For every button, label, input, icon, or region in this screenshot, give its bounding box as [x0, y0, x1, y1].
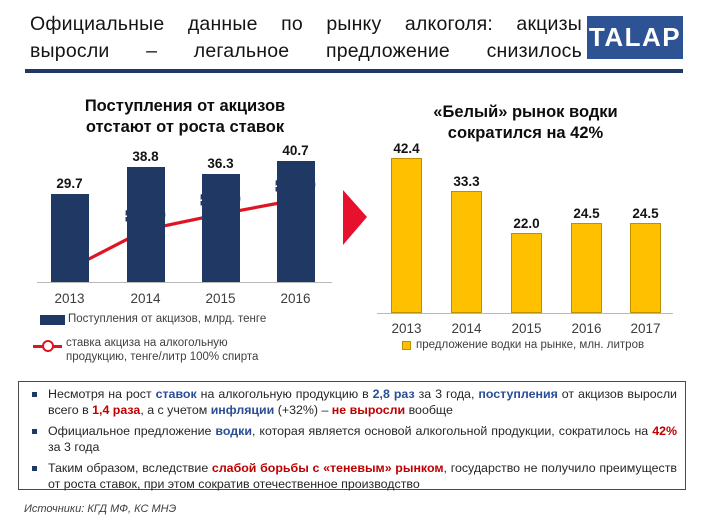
right-chart-bar [511, 233, 542, 313]
title-divider [25, 69, 683, 73]
right-chart-bar [451, 191, 482, 313]
left-chart-bar [126, 167, 165, 282]
left-chart-bar-value: 38.8 [132, 149, 159, 164]
note-text-segment: 2,8 раз [372, 387, 415, 401]
note-text-segment: от акцизов выросли всего в [48, 387, 677, 417]
note-text-segment: Несмотря на рост [48, 387, 156, 401]
note-text-segment: водки [215, 424, 252, 439]
left-chart-bar-legend-label: Поступления от акцизов, млрд. тенге [68, 313, 267, 325]
left-chart-x-label: 2016 [280, 291, 311, 306]
note-text: Несмотря на рост ставок на алкогольную п… [48, 387, 679, 419]
note-text-segment: (+32%) – [274, 402, 332, 417]
right-chart-x-label: 2016 [571, 321, 602, 336]
note-text-segment: за 3 года, [414, 387, 479, 401]
summary-notes-box: Несмотря на рост ставок на алкогольную п… [18, 381, 686, 493]
note-text: Официальное предложение водки, которая я… [48, 424, 679, 456]
left-chart-bar-value: 29.7 [56, 176, 83, 191]
right-chart-x-axis-line [377, 313, 673, 314]
left-chart-bar [201, 174, 240, 282]
left-chart-bar-value: 40.7 [282, 143, 309, 158]
right-chart-title: «Белый» рынок водки сократился на 42% [398, 102, 653, 144]
bullet-square-icon [32, 392, 37, 397]
note-text-segment: слабой борьбы с «теневым» рынком [211, 461, 444, 476]
note-text-segment: 1,4 раза [92, 402, 141, 417]
right-chart-bar [391, 158, 422, 313]
right-chart-x-label: 2013 [391, 321, 422, 336]
bar-legend-swatch-icon [40, 315, 65, 325]
right-chart-bar-value: 24.5 [573, 206, 600, 221]
note-text-segment: ставок [155, 387, 197, 401]
left-chart-bar [276, 161, 315, 282]
note-bullet: Таким образом, вследствие слабой борьбы … [26, 461, 679, 493]
right-chart-title-line1: «Белый» рынок водки [433, 103, 618, 121]
talap-logo: TALAP [587, 16, 683, 59]
left-chart-x-label: 2014 [130, 291, 161, 306]
page-title: Официальные данные по рынку алкоголя: ак… [30, 11, 582, 65]
page-title-line1: Официальные данные по рынку алкоголя: ак… [30, 13, 582, 35]
left-chart-x-axis-line [37, 282, 332, 283]
page-title-line2: выросли – легальное предложение снизилос… [30, 40, 582, 62]
left-chart-x-label: 2015 [205, 291, 236, 306]
right-chart-bar-value: 42.4 [393, 141, 420, 156]
vodka-legend-swatch-icon [402, 341, 411, 350]
note-bullet: Официальное предложение водки, которая я… [26, 424, 679, 456]
right-chart-bar-value: 33.3 [453, 174, 480, 189]
right-chart-legend-label: предложение водки на рынке, млн. литров [416, 339, 645, 351]
note-text-segment: , государство не получило преимуществ от… [48, 461, 677, 491]
bullet-square-icon [32, 466, 37, 472]
left-chart-title-line1: Поступления от акцизов [84, 97, 286, 115]
note-text-segment: Таким образом, вследствие [48, 461, 212, 476]
left-chart-title-line2: отстают от роста ставок [85, 118, 285, 136]
note-text-segment: 42% [652, 424, 678, 439]
left-chart-line-legend-label: ставка акциза на алкогольную продукцию, … [66, 337, 259, 363]
note-text-segment: не выросли [331, 402, 406, 417]
note-text-segment: за 3 года [48, 439, 100, 454]
right-chart-title-line2: сократился на 42% [447, 124, 604, 142]
bullet-square-icon [32, 429, 37, 435]
left-chart-bar [50, 194, 89, 282]
note-bullet: Несмотря на рост ставок на алкогольную п… [26, 387, 679, 419]
right-chart-x-label: 2014 [451, 321, 482, 336]
note-text-segment: инфляции [210, 402, 275, 417]
left-chart-x-label: 2013 [54, 291, 85, 306]
right-chart-bar-value: 24.5 [632, 206, 659, 221]
left-chart-title: Поступления от акцизов отстают от роста … [55, 96, 315, 138]
right-chart-bar [571, 223, 602, 313]
note-text-segment: , которая является основой алкогольной п… [251, 424, 653, 439]
right-arrow-icon [343, 190, 367, 245]
line-legend-dot-icon [42, 340, 54, 352]
note-text-segment: Официальное предложение [48, 424, 216, 439]
right-chart-x-label: 2017 [630, 321, 661, 336]
excise-rate-line [68, 198, 296, 271]
note-text-segment: вообще [405, 402, 453, 417]
right-chart-bar-value: 22.0 [513, 216, 540, 231]
note-text-segment: на алкогольную продукцию в [196, 387, 373, 401]
right-chart-bar [630, 223, 661, 313]
note-text: Таким образом, вследствие слабой борьбы … [48, 461, 679, 493]
sources-note: Источники: КГД МФ, КС МНЭ [24, 503, 177, 515]
left-chart-bar-value: 36.3 [207, 156, 234, 171]
right-chart-x-label: 2015 [511, 321, 542, 336]
note-text-segment: поступления [478, 387, 558, 401]
note-text-segment: , а с учетом [140, 402, 211, 417]
